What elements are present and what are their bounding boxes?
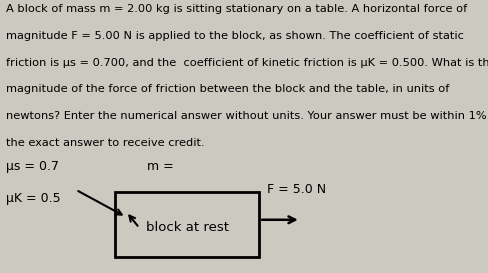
Text: F = 5.0 N: F = 5.0 N	[266, 183, 325, 196]
Text: μK = 0.5: μK = 0.5	[6, 192, 61, 206]
Text: newtons? Enter the numerical answer without units. Your answer must be within 1%: newtons? Enter the numerical answer with…	[6, 111, 488, 121]
Text: block at rest: block at rest	[145, 221, 228, 234]
Text: m =: m =	[146, 160, 173, 173]
Text: 2.0 kg: 2.0 kg	[146, 192, 185, 206]
Text: magnitude of the force of friction between the block and the table, in units of: magnitude of the force of friction betwe…	[6, 84, 448, 94]
Text: μs = 0.7: μs = 0.7	[6, 160, 59, 173]
Text: the exact answer to receive credit.: the exact answer to receive credit.	[6, 138, 204, 148]
Text: friction is μs = 0.700, and the  coefficient of kinetic friction is μK = 0.500. : friction is μs = 0.700, and the coeffici…	[6, 58, 488, 68]
Text: A block of mass m = 2.00 kg is sitting stationary on a table. A horizontal force: A block of mass m = 2.00 kg is sitting s…	[6, 4, 466, 14]
Text: magnitude F = 5.00 N is applied to the block, as shown. The coefficient of stati: magnitude F = 5.00 N is applied to the b…	[6, 31, 463, 41]
Bar	[115, 192, 259, 257]
